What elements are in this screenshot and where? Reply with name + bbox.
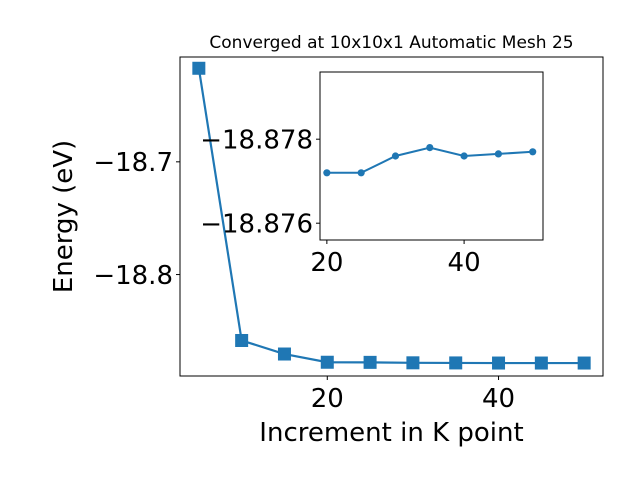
main-data-point [577,356,591,370]
main-data-point [406,356,420,370]
main-x-tick-label: 20 [311,384,344,414]
inset-axes-frame [319,71,544,241]
main-data-point [534,356,548,370]
main-title: Converged at 10x10x1 Automatic Mesh 25 [209,33,573,53]
inset-y-tick-label: −18.878 [200,126,313,156]
main-y-ticks: −18.8 −18.7 [93,148,180,291]
main-x-ticks: 20 40 [311,376,515,414]
main-data-point [492,356,506,370]
inset-y-ticks: −18.878 −18.876 [200,126,320,240]
main-data-point [363,355,377,369]
inset-data-point [391,152,400,160]
inset-x-ticks: 20 40 [310,240,481,278]
inset-y-tick-label: −18.876 [200,210,313,240]
inset-axes-background [320,72,543,240]
main-series-line [197,68,585,365]
inset-data-point [460,152,468,160]
inset-data-point [494,150,502,158]
main-plot: Converged at 10x10x1 Automatic Mesh 25 2… [49,33,604,448]
main-series [192,61,591,370]
inset-data-point [357,169,365,177]
main-data-point [277,347,291,361]
inset-data-point [529,148,537,156]
main-data-point [235,333,249,347]
inset-data-point [323,169,331,177]
main-data-point [192,61,206,75]
main-data-point [449,356,463,370]
main-y-axis-label: Energy (eV) [49,140,79,293]
inset-x-tick-label: 40 [448,248,481,278]
inset-plot: 20 40 −18.878−18.876 [200,71,544,278]
main-axes-frame [179,56,604,377]
inset-x-tick-label: 20 [310,248,343,278]
main-y-tick-label: −18.8 [93,261,173,291]
inset-data-point [426,144,434,152]
inset-series [323,144,537,177]
main-x-tick-label: 40 [482,384,515,414]
main-x-axis-label: Increment in K point [259,418,523,448]
main-y-tick-label: −18.7 [93,148,173,178]
main-data-point [320,355,334,369]
